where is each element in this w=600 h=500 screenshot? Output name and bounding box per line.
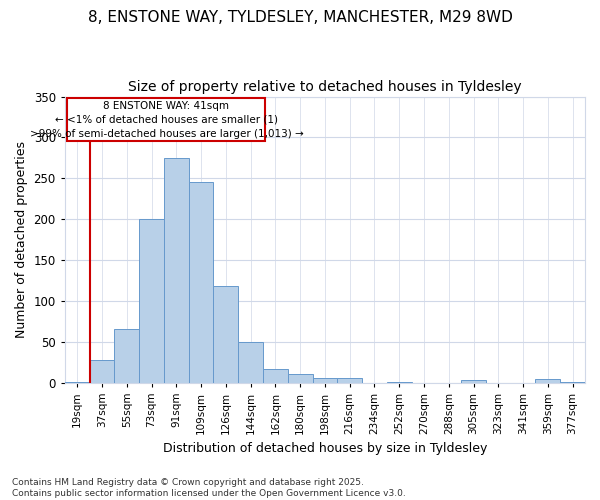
Bar (164, 158, 188, 382)
Bar (263, 368, 288, 382)
Y-axis label: Number of detached properties: Number of detached properties (15, 141, 28, 338)
Bar (288, 374, 313, 382)
Bar (188, 182, 214, 382)
Bar (313, 378, 337, 382)
Bar (89, 360, 115, 382)
Text: 8, ENSTONE WAY, TYLDESLEY, MANCHESTER, M29 8WD: 8, ENSTONE WAY, TYLDESLEY, MANCHESTER, M… (88, 10, 512, 25)
Bar (139, 219, 164, 382)
X-axis label: Distribution of detached houses by size in Tyldesley: Distribution of detached houses by size … (163, 442, 487, 455)
Title: Size of property relative to detached houses in Tyldesley: Size of property relative to detached ho… (128, 80, 522, 94)
Bar (461, 380, 486, 382)
Text: Contains HM Land Registry data © Crown copyright and database right 2025.
Contai: Contains HM Land Registry data © Crown c… (12, 478, 406, 498)
Bar (535, 379, 560, 382)
Bar (214, 286, 238, 382)
Bar (238, 342, 263, 382)
Bar (337, 378, 362, 382)
Text: 8 ENSTONE WAY: 41sqm
← <1% of detached houses are smaller (1)
>99% of semi-detac: 8 ENSTONE WAY: 41sqm ← <1% of detached h… (29, 101, 303, 139)
FancyBboxPatch shape (67, 98, 265, 142)
Bar (115, 330, 139, 382)
